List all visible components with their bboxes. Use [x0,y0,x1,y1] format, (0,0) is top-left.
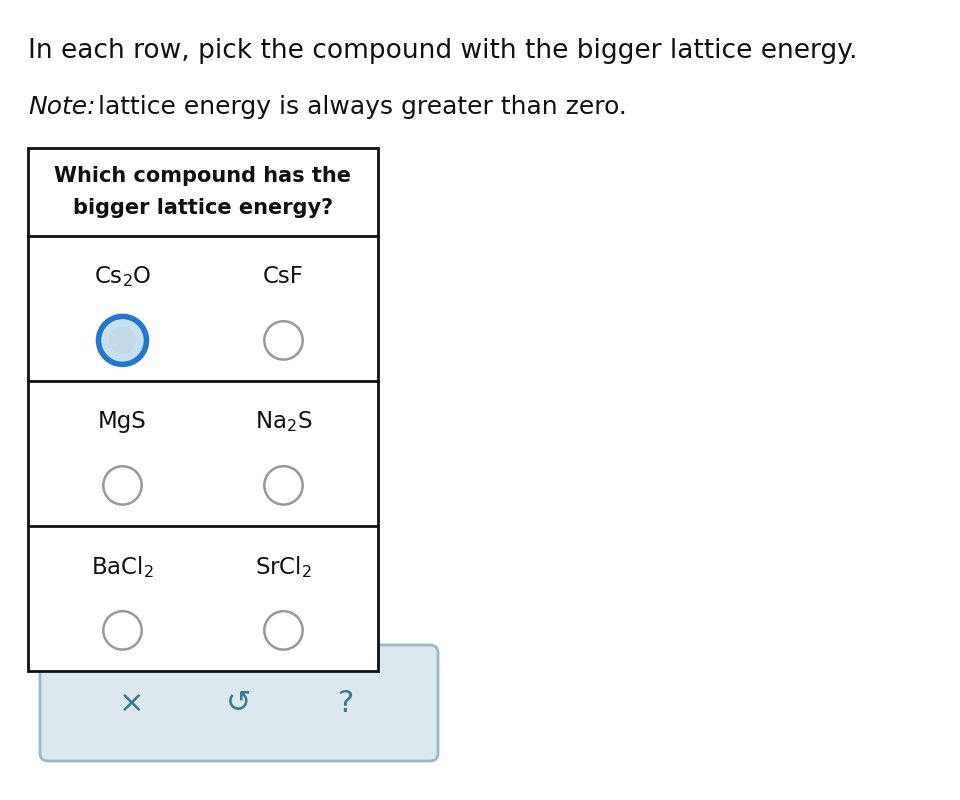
Circle shape [104,611,142,650]
Text: In each row, pick the compound with the bigger lattice energy.: In each row, pick the compound with the … [28,38,857,64]
Text: Na$_2$S: Na$_2$S [254,409,312,434]
Circle shape [108,326,136,354]
Circle shape [264,321,302,359]
Text: CsF: CsF [263,265,304,288]
Text: MgS: MgS [98,410,147,433]
Bar [28,148,378,671]
Text: SrCl$_2$: SrCl$_2$ [255,554,312,579]
Circle shape [264,611,302,650]
Circle shape [104,466,142,505]
Text: BaCl$_2$: BaCl$_2$ [91,554,154,579]
Text: ×: × [119,689,145,718]
Text: lattice energy is always greater than zero.: lattice energy is always greater than ze… [90,95,627,119]
Text: Which compound has the: Which compound has the [55,166,351,186]
Circle shape [99,316,147,364]
Circle shape [264,466,302,505]
Text: ?: ? [338,689,354,718]
Text: bigger lattice energy?: bigger lattice energy? [73,198,333,218]
Text: Note:: Note: [28,95,95,119]
Text: Cs$_2$O: Cs$_2$O [94,264,152,289]
FancyBboxPatch shape [40,645,438,761]
Text: ↺: ↺ [227,689,252,718]
